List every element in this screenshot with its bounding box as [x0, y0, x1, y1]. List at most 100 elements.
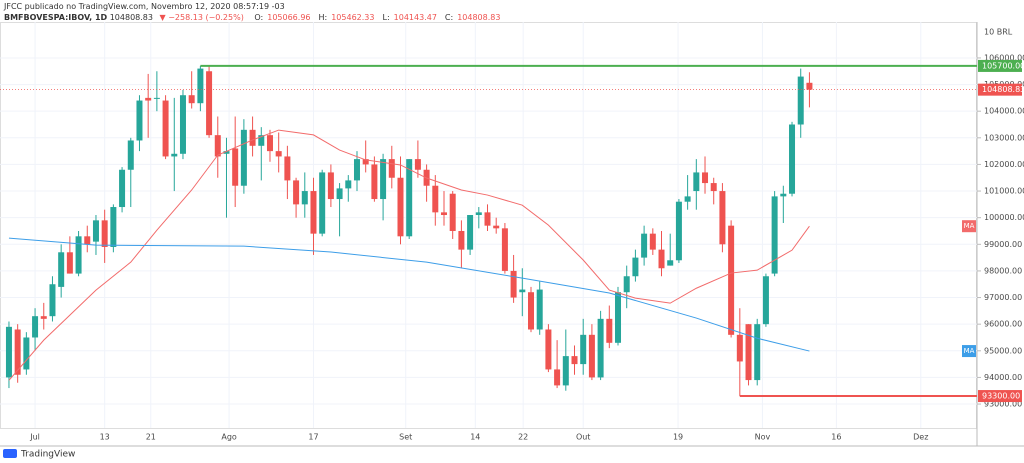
candle-body	[562, 356, 569, 386]
candle-body	[75, 236, 82, 274]
candle-body	[388, 159, 395, 178]
candle-body	[510, 270, 517, 298]
candle-body	[266, 135, 273, 152]
candle-body	[519, 289, 526, 293]
byline: JFCC publicado no TradingView.com, Novem…	[4, 2, 285, 11]
candle-body	[675, 201, 682, 261]
candle-body	[780, 193, 787, 197]
candle-body	[327, 172, 334, 200]
candle-body	[493, 225, 500, 229]
quote-item: H: 105462.33	[319, 13, 379, 22]
candle-body	[467, 215, 474, 250]
candle-body	[693, 172, 700, 192]
candle-body	[232, 148, 239, 186]
candle-body	[658, 249, 665, 269]
candle-body	[188, 95, 195, 104]
candle-body	[449, 193, 456, 231]
candle-body	[5, 326, 12, 378]
candle-body	[58, 252, 65, 287]
quote-item: L: 104143.47	[382, 13, 440, 22]
candle-body	[754, 324, 761, 381]
candle-body	[301, 191, 308, 205]
candle-body	[667, 260, 674, 266]
candle-body	[319, 172, 326, 234]
candle-body	[797, 76, 804, 125]
candle-body	[606, 318, 613, 343]
candle-body	[501, 228, 508, 271]
candle-body	[545, 329, 552, 370]
candle-body	[14, 329, 21, 375]
candle-body	[710, 183, 717, 192]
last-price-tag	[978, 83, 1022, 96]
candle-body	[580, 334, 587, 365]
candle-body	[806, 82, 813, 90]
candle-body	[49, 284, 56, 317]
quote-value: 105066.96	[267, 13, 311, 22]
candle-body	[623, 276, 630, 293]
change: ▼ −258.13 (−0.25%)	[159, 13, 244, 22]
candle-body	[284, 156, 291, 181]
candle-body	[66, 252, 73, 274]
x-tick-label: Ago	[221, 433, 237, 442]
candle-body	[197, 68, 204, 104]
candle-body	[762, 276, 769, 325]
last: 104808.83	[109, 13, 153, 22]
candle-body	[153, 97, 160, 99]
candle-body	[110, 207, 117, 247]
candle-body	[728, 225, 735, 335]
quote-line: BMFBOVESPA:IBOV, 1D 104808.83 ▼ −258.13 …	[4, 13, 512, 22]
logo	[3, 449, 17, 458]
candle-body	[588, 334, 595, 378]
x-tick-label: Out	[576, 433, 591, 442]
candle-body	[771, 196, 778, 274]
quote-item: O: 105066.96	[254, 13, 314, 22]
candle-body	[475, 212, 482, 216]
candle-body	[214, 135, 221, 157]
y-tick-label: 101000.00	[984, 187, 1024, 196]
candle-body	[484, 212, 491, 226]
x-tick-label: Dez	[913, 433, 928, 442]
candle-body	[162, 100, 169, 157]
x-tick-label: Set	[399, 433, 412, 442]
level-tag	[978, 59, 1022, 72]
level-tag	[978, 390, 1022, 403]
x-tick-label: 21	[146, 433, 156, 442]
candle-body	[127, 140, 134, 170]
candle-body	[684, 196, 691, 202]
candle-body	[32, 316, 39, 338]
candle-body	[380, 159, 387, 200]
candle-body	[528, 292, 535, 330]
moving-average	[8, 129, 810, 381]
legend-label: MA	[964, 347, 975, 355]
candle-body	[293, 180, 300, 205]
x-tick-label: 17	[308, 433, 318, 442]
candle-body	[258, 135, 265, 146]
legend-box	[962, 345, 976, 358]
candle-body	[136, 100, 143, 141]
y-tick-label: 104000.00	[984, 107, 1024, 116]
candle-body	[371, 164, 378, 200]
candle-body	[536, 289, 543, 330]
candle-body	[406, 159, 413, 237]
candle-body	[440, 212, 447, 216]
candle-body	[414, 159, 421, 170]
x-tick-label: Nov	[755, 433, 771, 442]
last-price-label: 104808.83	[982, 85, 1024, 94]
quote-label: C:	[444, 13, 454, 22]
candle-body	[458, 230, 465, 250]
x-tick-label: 19	[673, 433, 683, 442]
level-label: 105700.00	[982, 61, 1024, 70]
change-value: −258.13 (−0.25%)	[168, 13, 244, 22]
candle-body	[40, 316, 47, 319]
y-tick-label: 96000.00	[984, 320, 1022, 329]
candle-body	[649, 233, 656, 250]
candle-body	[632, 257, 639, 277]
candle-body	[249, 129, 256, 146]
y-tick-label: 93000.00	[984, 400, 1022, 409]
candle-body	[702, 172, 709, 184]
candle-body	[597, 318, 604, 378]
candle-body	[179, 95, 186, 154]
candle-body	[719, 191, 726, 245]
candle-body	[84, 236, 91, 245]
level-label: 93300.00	[982, 392, 1020, 401]
